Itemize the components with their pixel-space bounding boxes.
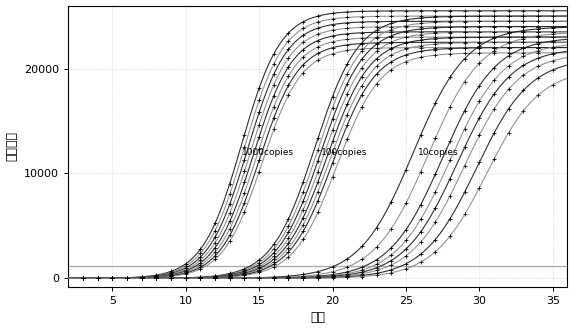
X-axis label: 循环: 循环 xyxy=(311,312,325,324)
Text: 1000copies: 1000copies xyxy=(241,148,293,157)
Text: 10copies: 10copies xyxy=(418,148,458,157)
Text: 100copies: 100copies xyxy=(321,148,367,157)
Y-axis label: 荧光强度: 荧光强度 xyxy=(6,131,18,161)
